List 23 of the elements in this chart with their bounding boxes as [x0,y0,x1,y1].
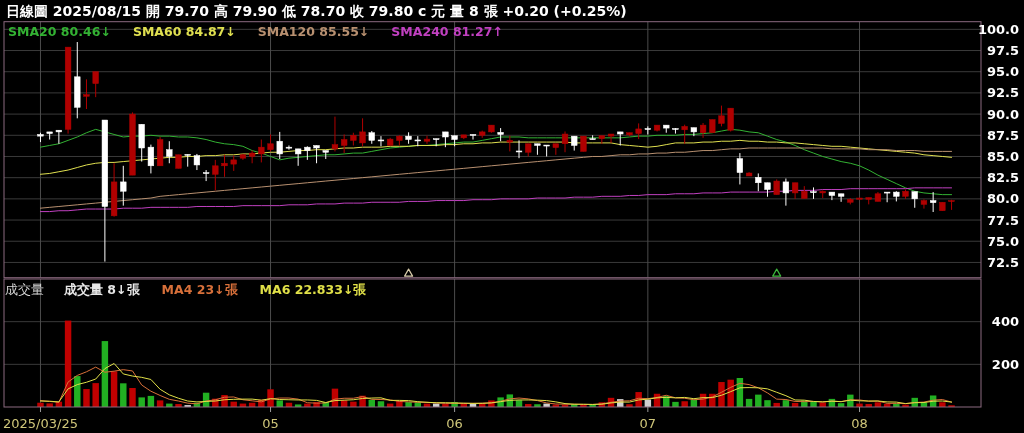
y-tick-label: 85.0 [986,148,1019,164]
y-tick-label: 75.0 [986,233,1019,249]
y-tick-label: 200 [991,356,1019,372]
chart-title: 日線圖 2025/08/15 開 79.70 高 79.90 低 78.70 收 79.80 c 元 量 8 張 +0.20 (+0.25%) [6,3,627,19]
y-tick-label: 95.0 [986,64,1019,80]
legend: 成交量 8↓張 MA4 23↓張 MA6 22.833↓張 [64,281,367,297]
legend: SMA20 80.46↓ SMA60 84.87↓ SMA120 85.55↓ SMA240 81.27↑ [8,24,503,40]
x-tick-label: 08 [851,415,868,431]
y-tick-label: 87.5 [986,127,1019,143]
chart-title: 成交量 [5,281,44,297]
y-tick-label: 400 [991,314,1019,330]
y-tick-label: 92.5 [986,85,1019,101]
y-tick-label: 72.5 [986,254,1019,270]
x-tick-label: 2025/03/25 [3,415,78,431]
y-tick-label: 77.5 [986,212,1019,228]
y-tick-label: 90.0 [986,106,1019,122]
y-tick-label: 80.0 [986,191,1019,207]
x-tick-label: 05 [262,415,279,431]
y-tick-label: 100.0 [977,21,1019,37]
x-tick-label: 06 [446,415,463,431]
y-tick-label: 97.5 [986,43,1019,59]
y-tick-label: 82.5 [986,170,1019,186]
x-tick-label: 07 [639,415,657,431]
